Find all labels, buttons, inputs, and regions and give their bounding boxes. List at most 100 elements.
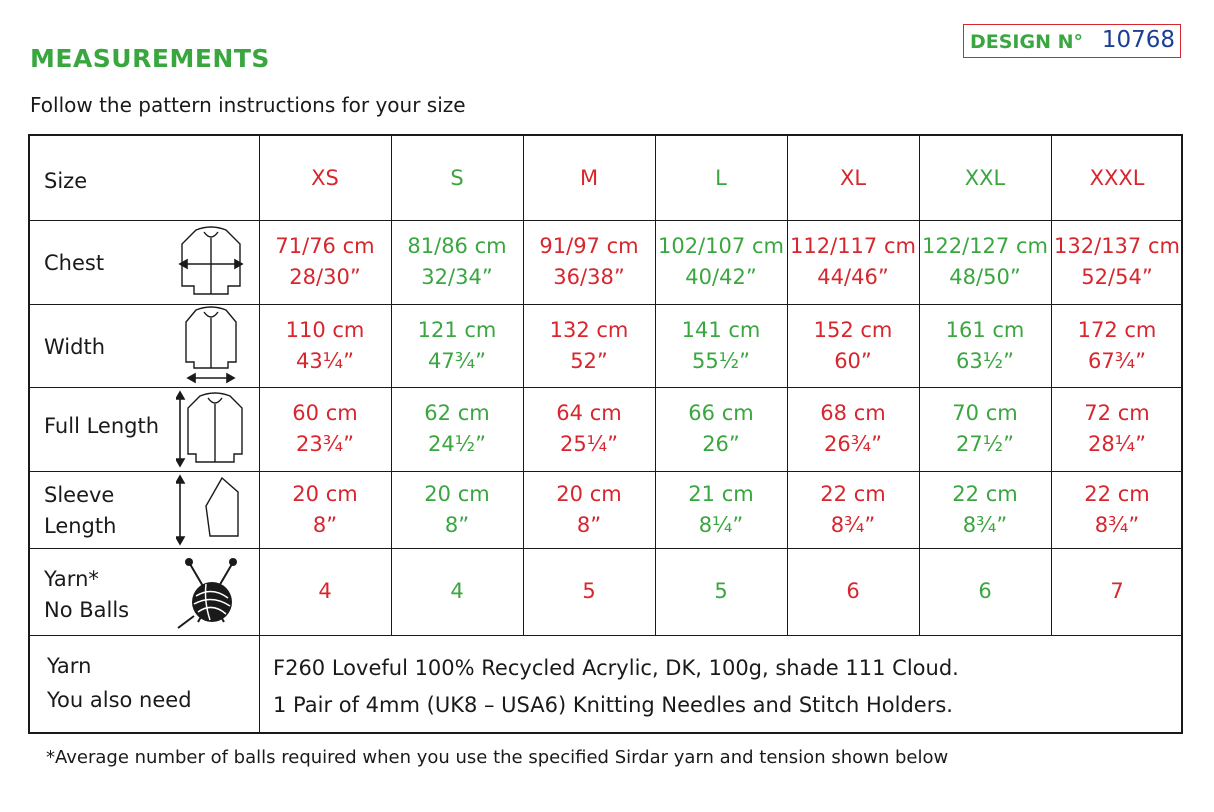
full-length-measure-icon [176,390,243,468]
row-divider [30,548,1181,549]
measurement-cell: 20 cm 8” [523,471,655,548]
measurement-value: 20 cm [556,481,622,506]
measurement-value: 5 [582,579,596,603]
footnote: *Average number of balls required when y… [46,747,949,768]
col-divider [655,136,656,635]
design-number: 10768 [1101,27,1175,53]
size-header: XL [839,165,867,190]
measurement-value: 22 cm [952,481,1018,506]
page-title: MEASUREMENTS [30,44,270,73]
measurement-value-imperial: 36/38” [553,265,625,289]
measurement-value: 91/97 cm [539,234,639,258]
measurement-value-imperial: 63½” [956,348,1014,373]
measurement-cell: 121 cm 47¾” [391,304,523,387]
size-header: XXL [964,165,1006,190]
measurement-value: 22 cm [820,481,886,506]
measurement-value: 102/107 cm [658,234,784,258]
measurement-value-imperial: 25¼” [560,432,618,456]
measurement-value: 60 cm [292,401,358,425]
row-label-width: Width [44,335,106,359]
measurement-cell: 68 cm 26¾” [787,387,919,471]
measurement-cell: 172 cm 67¾” [1051,304,1183,387]
measurement-value: 20 cm [292,481,358,506]
row-label-length: Length [44,514,117,538]
measurement-value-imperial: 8¼” [698,512,744,537]
measurement-value-imperial: 8¾” [830,512,876,537]
measurement-cell: 81/86 cm 32/34” [391,220,523,304]
measurement-value-imperial: 40/42” [685,265,757,289]
measurement-cell: 141 cm 55½” [655,304,787,387]
measurement-cell: 4 [259,548,391,635]
measurement-value: 161 cm [945,317,1025,342]
measurement-cell: 62 cm 24½” [391,387,523,471]
you-also-need-label: You also need [47,688,192,712]
width-measure-icon [185,306,237,384]
measurement-value: 132 cm [549,317,629,342]
measurement-value-imperial: 60” [834,348,872,373]
row-label-sleeve: Sleeve [44,483,115,507]
design-number-box: DESIGN N° 10768 [963,24,1181,58]
measurement-cell: 5 [655,548,787,635]
measurement-cell: 22 cm 8¾” [1051,471,1183,548]
row-label-full-length: Full Length [44,414,160,438]
measurement-value-imperial: 26” [702,432,740,456]
row-label-no-balls: No Balls [44,598,130,622]
measurement-value: 64 cm [556,401,622,425]
measurement-value: 70 cm [952,401,1018,425]
measurement-value-imperial: 43¼” [296,348,354,373]
measurement-cell: 71/76 cm 28/30” [259,220,391,304]
measurement-cell: 110 cm 43¼” [259,304,391,387]
measurement-cell: 132/137 cm 52/54” [1051,220,1183,304]
col-divider [919,136,920,635]
measurement-value: 71/76 cm [275,234,375,258]
measurement-value-imperial: 8” [576,512,602,537]
row-label-chest: Chest [44,251,105,275]
measurement-cell: 122/127 cm 48/50” [919,220,1051,304]
measurement-value-imperial: 55½” [692,348,750,373]
measurements-table: Size XS S M L XL XXL XXXL Chest Width [28,134,1183,734]
measurement-cell: 4 [391,548,523,635]
measurement-cell: 22 cm 8¾” [787,471,919,548]
measurement-cell: 91/97 cm 36/38” [523,220,655,304]
measurement-value: 121 cm [417,317,497,342]
design-label: DESIGN N° [970,31,1084,53]
measurement-cell: 72 cm 28¼” [1051,387,1183,471]
measurement-cell: 7 [1051,548,1183,635]
measurement-value: 4 [450,579,464,603]
measurement-value: 66 cm [688,401,754,425]
instructions-text: Follow the pattern instructions for your… [30,93,466,117]
measurement-value: 62 cm [424,401,490,425]
measurement-value: 68 cm [820,401,886,425]
measurement-value-imperial: 8¾” [1094,512,1140,537]
measurement-cell: 112/117 cm 44/46” [787,220,919,304]
measurement-value-imperial: 32/34” [421,265,493,289]
measurement-cell: 102/107 cm 40/42” [655,220,787,304]
measurement-value: 122/127 cm [922,234,1048,258]
needles-description: 1 Pair of 4mm (UK8 – USA6) Knitting Need… [273,693,953,717]
size-label: Size [44,169,88,193]
measurement-value: 7 [1110,579,1124,603]
measurement-value-imperial: 27½” [956,432,1014,456]
measurement-cell: 6 [787,548,919,635]
measurement-value: 141 cm [681,317,761,342]
yarn-description: F260 Loveful 100% Recycled Acrylic, DK, … [273,656,959,680]
measurement-value-imperial: 52” [570,348,608,373]
measurement-value-imperial: 52/54” [1081,265,1153,289]
measurement-value-imperial: 28¼” [1088,432,1146,456]
measurement-cell: 22 cm 8¾” [919,471,1051,548]
measurement-value-imperial: 24½” [428,432,486,456]
measurement-value-imperial: 48/50” [949,265,1021,289]
measurement-value-imperial: 8” [312,512,338,537]
measurement-value-imperial: 8¾” [962,512,1008,537]
measurement-value: 72 cm [1084,401,1150,425]
col-divider [259,635,260,732]
row-divider [30,635,1181,636]
measurement-value: 172 cm [1077,317,1157,342]
size-header: L [715,165,727,190]
col-divider [259,136,260,635]
measurement-value: 110 cm [285,317,365,342]
measurement-value-imperial: 67¾” [1088,348,1146,373]
col-divider [787,136,788,635]
measurement-value: 6 [846,579,860,603]
chest-measure-icon [178,226,244,295]
